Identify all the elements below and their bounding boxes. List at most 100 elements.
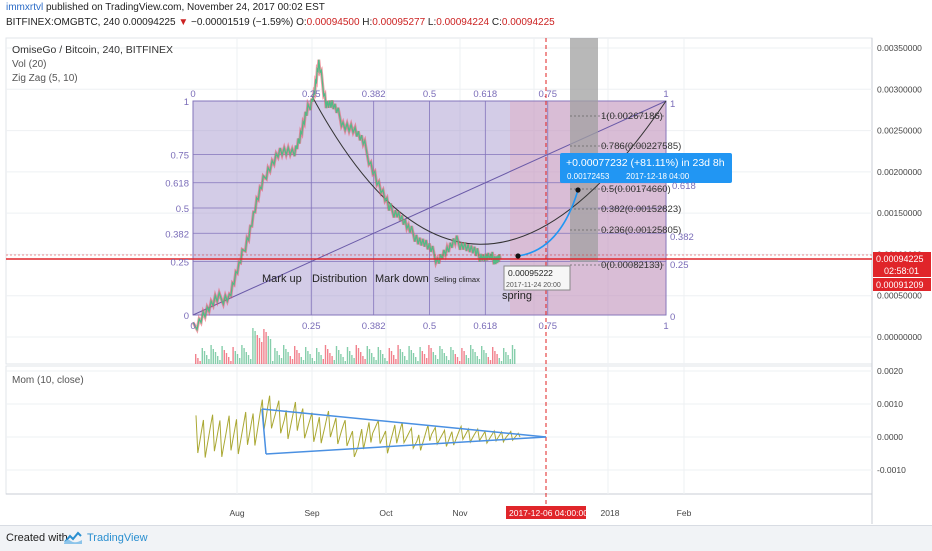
high-value: 0.00095277 — [372, 17, 426, 28]
volume-bar — [349, 351, 351, 364]
volume-bar — [287, 352, 289, 364]
price-tick-label: 0.00250000 — [877, 126, 922, 136]
volume-bar — [426, 358, 428, 364]
published-text: published on TradingView.com, November 2… — [46, 2, 325, 13]
volume-bars — [195, 328, 516, 364]
volume-bar — [324, 345, 327, 364]
fib-left-label: 0.382 — [165, 229, 189, 240]
volume-bar — [472, 349, 474, 364]
volume-bar — [412, 353, 415, 364]
volume-bar — [410, 350, 412, 364]
volume-bar — [305, 347, 307, 364]
volume-bar — [289, 356, 291, 364]
crosshair-date-box — [506, 506, 586, 519]
volume-bar — [225, 353, 228, 364]
volume-bar — [318, 352, 320, 364]
volume-bar — [494, 351, 496, 364]
volume-bar — [439, 346, 441, 364]
volume-bar — [500, 361, 503, 364]
volume-bar — [401, 352, 404, 364]
volume-bar — [382, 354, 384, 364]
fib-retracement-label: 0.236(0.00125805) — [601, 225, 681, 236]
legend-title: OmiseGo / Bitcoin, 240, BITFINEX — [12, 44, 173, 56]
volume-bar — [313, 361, 316, 364]
fib-top-label: 0.25 — [302, 89, 321, 100]
volume-bar — [329, 353, 331, 364]
projection-label-box — [560, 153, 732, 183]
volume-bar — [327, 349, 329, 364]
projection-label: +0.00077232 (+81.11%) in 23d 8h — [566, 157, 725, 169]
volume-bar — [208, 359, 210, 364]
volume-bar — [214, 352, 217, 364]
volume-bar — [364, 359, 366, 364]
trading-chart[interactable]: 1(0.00267186) 0.786(0.00227585) 0.5(0.0017… — [0, 30, 932, 525]
volume-bar — [311, 358, 313, 364]
volume-bar — [430, 348, 432, 364]
volume-bar — [291, 359, 294, 364]
volume-bar — [503, 348, 505, 364]
volume-bar — [360, 352, 362, 364]
volume-bar — [441, 349, 443, 364]
fib-right-levels: 1(0.00267186) 0.786(0.00227585) 0.5(0.0017… — [570, 111, 681, 271]
volume-bar — [467, 358, 470, 364]
volume-bar — [342, 357, 344, 364]
volume-bar — [300, 357, 302, 364]
annotation-mark-down: Mark down — [375, 273, 429, 285]
volume-bar — [250, 359, 252, 364]
volume-bar — [366, 346, 368, 364]
fib-bottom-label: 0.5 — [423, 321, 436, 332]
volume-bar — [445, 356, 448, 364]
volume-bar — [368, 349, 371, 364]
volume-bar — [245, 352, 247, 364]
volume-bar — [505, 352, 507, 364]
volume-bar — [252, 328, 254, 364]
volume-bar — [474, 352, 476, 364]
volume-bar — [234, 351, 236, 364]
high-label: H: — [362, 17, 373, 28]
tradingview-brand-link[interactable]: TradingView — [87, 532, 148, 544]
volume-bar — [483, 350, 485, 364]
mom-tick-label: -0.0010 — [877, 465, 906, 475]
legend-momentum: Mom (10, close) — [12, 375, 84, 386]
volume-bar — [481, 346, 483, 364]
point-tooltip-date: 2017-11-24 20:00 — [506, 282, 561, 289]
volume-bar — [379, 350, 382, 364]
fib-side-label: 1 — [670, 99, 675, 110]
fib-side-label: 0.25 — [670, 260, 689, 271]
volume-bar — [285, 349, 287, 364]
volume-bar — [423, 354, 426, 364]
volume-bar — [267, 336, 269, 364]
price-tick-label: 0.00050000 — [877, 291, 922, 301]
time-tick-label: Sep — [304, 508, 319, 518]
volume-bar — [333, 360, 335, 364]
volume-bar — [485, 353, 487, 364]
volume-bar — [344, 361, 346, 364]
open-value: 0.00094500 — [306, 17, 360, 28]
volume-bar — [406, 360, 408, 364]
fib-bottom-label: 0.382 — [362, 321, 386, 332]
volume-bar — [459, 361, 461, 364]
volume-bar — [509, 359, 511, 364]
volume-bar — [470, 345, 472, 364]
mom-tick-label: 0.0000 — [877, 432, 903, 442]
momentum-upper-trendline[interactable] — [261, 408, 547, 438]
author-link[interactable]: immxrtvl — [6, 2, 44, 13]
projection-start-point[interactable] — [515, 253, 521, 259]
volume-bar — [496, 354, 498, 364]
volume-bar — [448, 360, 450, 364]
volume-bar — [353, 358, 355, 364]
volume-bar — [397, 345, 399, 364]
volume-bar — [450, 347, 452, 364]
momentum-lower-trendline[interactable] — [265, 436, 547, 455]
volume-bar — [511, 345, 514, 364]
crosshair-date-label: 2017-12-06 04:00:00 — [509, 508, 588, 518]
fib-top-label: 0.5 — [423, 89, 436, 100]
publish-info: immxrtvl published on TradingView.com, N… — [6, 2, 325, 13]
projection-end-point[interactable] — [575, 187, 581, 193]
volume-bar — [206, 355, 208, 364]
volume-bar — [452, 350, 454, 364]
momentum-axis-labels: 0.0020 0.0010 0.0000 -0.0010 — [877, 366, 906, 475]
volume-bar — [371, 353, 373, 364]
volume-bar — [465, 355, 467, 364]
point-tooltip — [503, 265, 571, 291]
